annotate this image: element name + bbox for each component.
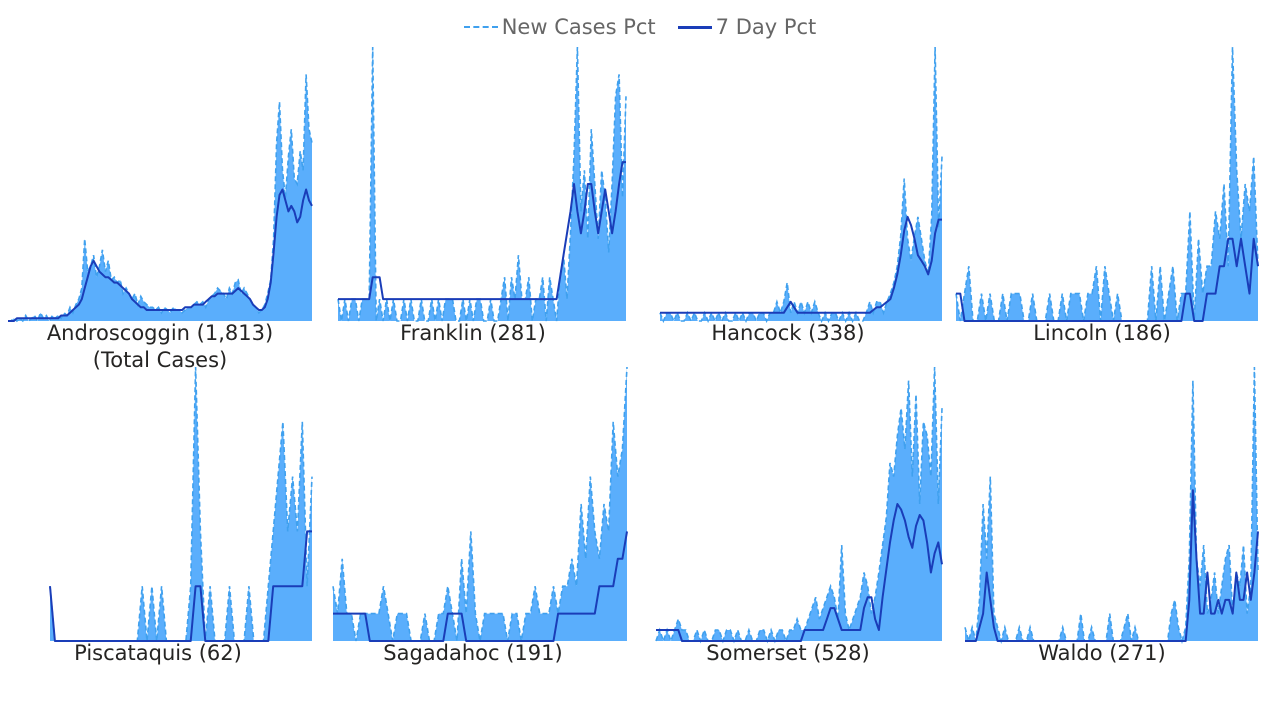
chart-panel-waldo[interactable]: Waldo (271) bbox=[964, 366, 1259, 672]
chart-plot-area bbox=[337, 46, 627, 322]
new-cases-area bbox=[660, 47, 942, 321]
panel-title: Sagadahoc (191) bbox=[383, 641, 563, 665]
chart-plot-area bbox=[659, 46, 943, 324]
new-cases-pct-line bbox=[659, 46, 943, 324]
new-cases-area bbox=[338, 47, 626, 321]
panel-title: Hancock (338) bbox=[711, 321, 865, 345]
panel-title: Franklin (281) bbox=[400, 321, 546, 345]
new-cases-pct-line bbox=[955, 46, 1259, 322]
chart-plot-area bbox=[655, 366, 943, 644]
7-day-pct-line bbox=[49, 530, 312, 642]
chart-plot-area bbox=[332, 366, 628, 642]
new-cases-area bbox=[8, 74, 312, 322]
7-day-pct-line bbox=[956, 237, 1259, 322]
7-day-pct-line bbox=[965, 489, 1259, 642]
7-day-pct-line bbox=[8, 188, 313, 322]
new-cases-area bbox=[656, 367, 942, 641]
chart-plot-area bbox=[49, 366, 313, 642]
7-day-pct-line bbox=[333, 531, 628, 642]
new-cases-area bbox=[50, 367, 312, 641]
panel-title: Lincoln (186) bbox=[1033, 321, 1171, 345]
new-cases-area bbox=[965, 367, 1258, 641]
legend: New Cases Pct 7 Day Pct bbox=[0, 12, 1280, 42]
new-cases-pct-line bbox=[332, 366, 628, 642]
panel-title: Androscoggin (1,813) bbox=[46, 321, 274, 345]
panel-label: Piscataquis (62) bbox=[40, 640, 276, 667]
new-cases-pct-line bbox=[8, 74, 313, 323]
7-day-pct-line bbox=[338, 161, 626, 301]
7-day-pct-line bbox=[660, 215, 942, 314]
legend-label-new-cases-pct: New Cases Pct bbox=[501, 15, 656, 39]
7-day-pct-line bbox=[656, 503, 943, 642]
chart-panel-franklin[interactable]: Franklin (281) bbox=[337, 46, 627, 352]
chart-panel-sagadahoc[interactable]: Sagadahoc (191) bbox=[332, 366, 628, 672]
panel-label: Franklin (281) bbox=[338, 320, 608, 347]
new-cases-pct-line bbox=[337, 46, 627, 322]
panel-label: Somerset (528) bbox=[656, 640, 920, 667]
panel-label: Waldo (271) bbox=[965, 640, 1239, 667]
legend-label-7-day-pct: 7 Day Pct bbox=[715, 15, 817, 39]
panel-label: Androscoggin (1,813) (Total Cases) bbox=[8, 320, 312, 374]
chart-panel-hancock[interactable]: Hancock (338) bbox=[659, 46, 943, 352]
panel-title: Somerset (528) bbox=[706, 641, 870, 665]
panel-subtitle: (Total Cases) bbox=[92, 348, 228, 372]
solid-line-swatch-icon bbox=[677, 25, 712, 29]
panel-label: Hancock (338) bbox=[660, 320, 916, 347]
new-cases-area bbox=[333, 367, 627, 641]
chart-plot-area bbox=[955, 46, 1259, 322]
panel-title: Piscataquis (62) bbox=[74, 641, 242, 665]
new-cases-area bbox=[956, 47, 1258, 321]
panel-label: Lincoln (186) bbox=[956, 320, 1248, 347]
chart-panel-lincoln[interactable]: Lincoln (186) bbox=[955, 46, 1259, 352]
chart-plot-area bbox=[964, 366, 1259, 645]
legend-item-new-cases-pct[interactable]: New Cases Pct bbox=[463, 15, 656, 39]
chart-panel-androscoggin[interactable]: Androscoggin (1,813) (Total Cases) bbox=[8, 46, 313, 374]
chart-panel-somerset[interactable]: Somerset (528) bbox=[655, 366, 943, 672]
panel-label: Sagadahoc (191) bbox=[333, 640, 613, 667]
legend-item-7-day-pct[interactable]: 7 Day Pct bbox=[677, 15, 817, 39]
chart-panel-piscataquis[interactable]: Piscataquis (62) bbox=[49, 366, 313, 672]
chart-plot-area bbox=[8, 74, 313, 323]
dashed-line-swatch-icon bbox=[463, 26, 498, 28]
new-cases-pct-line bbox=[655, 366, 943, 644]
panel-title: Waldo (271) bbox=[1038, 641, 1166, 665]
